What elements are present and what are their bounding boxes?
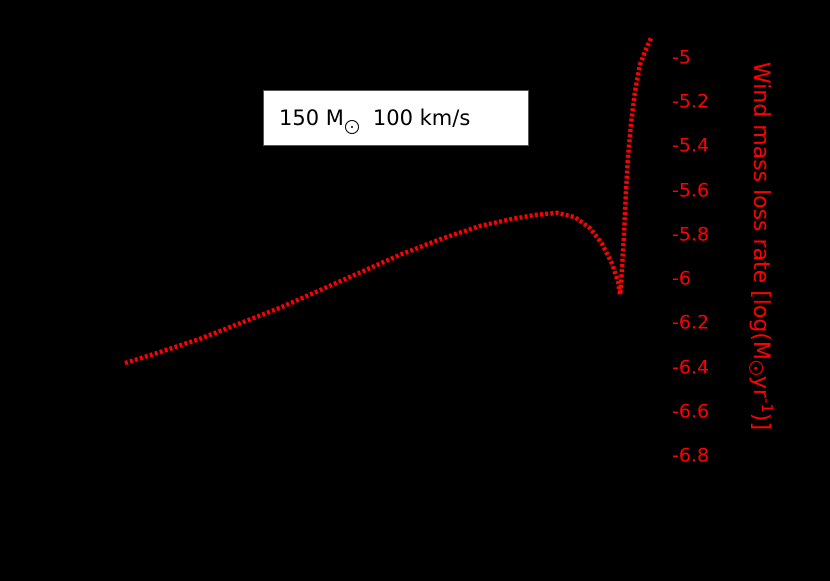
ylabel-unit: yr (747, 375, 773, 398)
sun-symbol-icon (344, 120, 359, 134)
wind-mass-loss-line (124, 37, 654, 366)
y-tick-label: -6.2 (672, 311, 710, 334)
right-y-axis-label: Wind mass loss rate [log(M yr-1)] (748, 62, 776, 430)
annotation-velocity: 100 km/s (372, 106, 471, 130)
ylabel-suffix: )] (747, 412, 773, 431)
annotation-box: 150 M 100 km/s (263, 90, 529, 146)
y-tick-label: -5.8 (672, 223, 710, 246)
y-tick-label: -6.8 (672, 444, 710, 467)
y-tick-label: -5.2 (672, 90, 710, 113)
y-tick-label: -6.4 (672, 356, 710, 379)
ylabel-prefix: Wind mass loss rate [log(M (747, 61, 773, 360)
y-tick-label: -6.6 (672, 400, 710, 423)
ylabel-exponent: -1 (758, 397, 777, 413)
y-tick-label: -5 (672, 46, 691, 69)
y-tick-label: -6 (672, 267, 691, 290)
annotation-mass: 150 M (279, 106, 344, 130)
y-tick-label: -5.4 (672, 134, 710, 157)
sun-symbol-icon (748, 360, 763, 375)
y-tick-label: -5.6 (672, 179, 710, 202)
